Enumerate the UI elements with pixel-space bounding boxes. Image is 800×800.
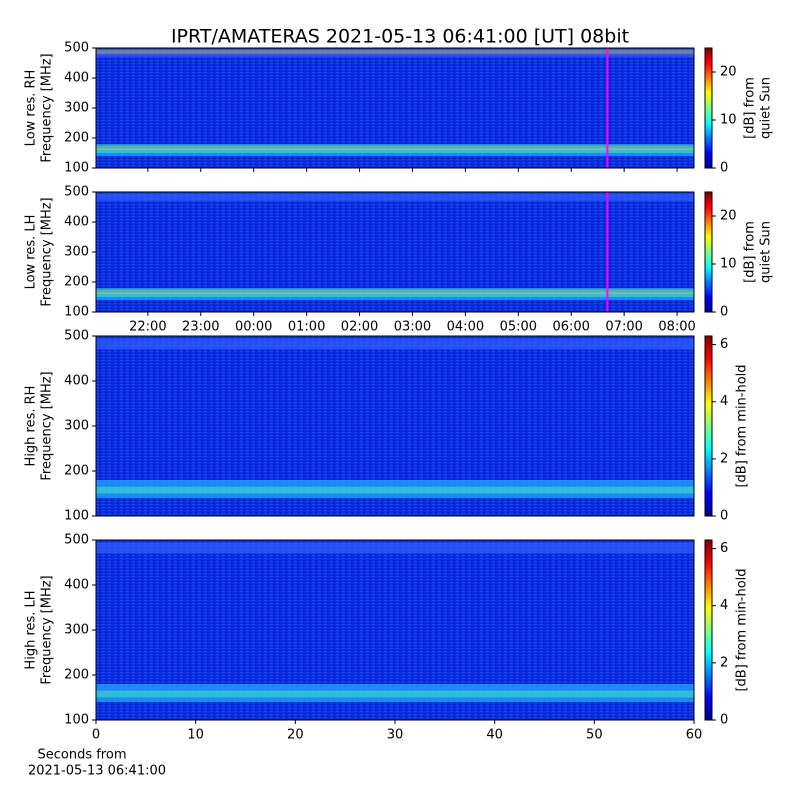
- y-tick-label: 100: [64, 305, 89, 320]
- y-tick-label: 300: [64, 623, 89, 638]
- colorbar-label: [dB] from min-hold: [735, 364, 750, 487]
- colorbar-tick-label: 0: [720, 305, 728, 320]
- x-tick-label: 23:00: [182, 320, 219, 335]
- x-tick-label: 05:00: [500, 320, 537, 335]
- plot-frame: [95, 335, 695, 517]
- colorbar: [704, 47, 713, 169]
- y-tick-label: 300: [64, 419, 89, 434]
- colorbar-label: [dB] from: [743, 221, 758, 283]
- y-tick-label: 100: [64, 161, 89, 176]
- colorbar-tick-label: 0: [720, 509, 728, 524]
- y-axis-label: High res. LH: [24, 590, 39, 669]
- emission-band: [96, 193, 694, 201]
- x-tick-label: 00:00: [235, 320, 272, 335]
- colorbar-tick-label: 6: [720, 337, 728, 352]
- x-tick-label: 08:00: [658, 320, 695, 335]
- x-tick-label: 50: [586, 728, 603, 743]
- emission-band: [96, 542, 694, 554]
- x-tick-label: 04:00: [447, 320, 484, 335]
- y-axis-label: Low res. LH: [24, 215, 39, 290]
- y-tick-label: 500: [64, 533, 89, 548]
- y-tick-label: 500: [64, 329, 89, 344]
- colorbar-label: quiet Sun: [759, 77, 774, 139]
- colorbar-tick-label: 6: [720, 541, 728, 556]
- colorbar-label: [dB] from: [743, 77, 758, 139]
- emission-band: [96, 145, 694, 150]
- y-tick-label: 200: [64, 464, 89, 479]
- y-axis-label: Frequency [MHz]: [40, 575, 55, 684]
- plot-frame: [95, 539, 695, 721]
- x-axis-label: Seconds from: [37, 748, 126, 763]
- x-tick-label: 10: [187, 728, 204, 743]
- y-tick-label: 200: [64, 275, 89, 290]
- x-tick-label: 20: [287, 728, 304, 743]
- x-tick-label: 07:00: [605, 320, 642, 335]
- plot-frame: [95, 47, 695, 169]
- colorbar: [704, 539, 713, 721]
- colorbar-tick-label: 20: [720, 209, 737, 224]
- emission-band: [96, 292, 694, 297]
- y-tick-label: 100: [64, 509, 89, 524]
- colorbar-tick-label: 2: [720, 451, 728, 466]
- x-tick-label: 01:00: [288, 320, 325, 335]
- x-tick-label: 02:00: [341, 320, 378, 335]
- x-tick-label: 0: [92, 728, 100, 743]
- x-tick-label: 06:00: [552, 320, 589, 335]
- y-tick-label: 400: [64, 374, 89, 389]
- x-axis-label: 2021-05-13 06:41:00: [28, 764, 166, 779]
- y-tick-label: 200: [64, 131, 89, 146]
- colorbar-label: quiet Sun: [759, 221, 774, 283]
- x-tick-label: 60: [686, 728, 703, 743]
- emission-band: [96, 486, 694, 494]
- colorbar-tick-label: 10: [720, 113, 737, 128]
- y-tick-label: 400: [64, 215, 89, 230]
- colorbar: [704, 335, 713, 517]
- colorbar-tick-label: 10: [720, 257, 737, 272]
- y-axis-label: Frequency [MHz]: [40, 197, 55, 306]
- title: IPRT/AMATERAS 2021-05-13 06:41:00 [UT] 0…: [171, 26, 629, 48]
- emission-band: [96, 148, 694, 153]
- y-tick-label: 400: [64, 71, 89, 86]
- y-axis-label: Frequency [MHz]: [40, 371, 55, 480]
- colorbar-tick-label: 2: [720, 655, 728, 670]
- colorbar-tick-label: 4: [720, 598, 728, 613]
- colorbar-tick-label: 4: [720, 394, 728, 409]
- colorbar-label: [dB] from min-hold: [735, 568, 750, 691]
- colorbar-tick-label: 0: [720, 713, 728, 728]
- colorbar-tick-label: 0: [720, 161, 728, 176]
- y-tick-label: 300: [64, 245, 89, 260]
- emission-band: [96, 49, 694, 54]
- emission-band: [96, 690, 694, 698]
- emission-band: [96, 289, 694, 294]
- y-axis-label: High res. RH: [24, 386, 39, 467]
- y-tick-label: 300: [64, 101, 89, 116]
- x-tick-label: 40: [486, 728, 503, 743]
- plot-frame: [95, 191, 695, 313]
- emission-band: [96, 49, 694, 57]
- x-tick-label: 22:00: [129, 320, 166, 335]
- y-tick-label: 100: [64, 713, 89, 728]
- y-tick-label: 400: [64, 578, 89, 593]
- emission-band: [96, 338, 694, 350]
- colorbar: [704, 191, 713, 313]
- x-tick-label: 03:00: [394, 320, 431, 335]
- y-tick-label: 500: [64, 41, 89, 56]
- colorbar-tick-label: 20: [720, 65, 737, 80]
- y-tick-label: 200: [64, 668, 89, 683]
- y-tick-label: 500: [64, 185, 89, 200]
- y-axis-label: Low res. RH: [24, 70, 39, 147]
- x-tick-label: 30: [387, 728, 404, 743]
- y-axis-label: Frequency [MHz]: [40, 53, 55, 162]
